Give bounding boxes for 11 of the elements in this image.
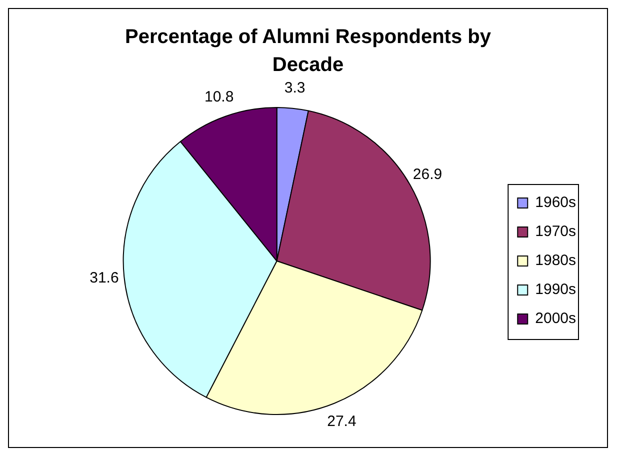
data-label: 31.6 — [90, 270, 119, 287]
data-label: 3.3 — [284, 80, 306, 97]
data-label: 27.4 — [327, 413, 356, 430]
legend-label: 1960s — [535, 194, 576, 212]
data-label: 10.8 — [204, 88, 234, 106]
data-label: 26.9 — [412, 166, 442, 184]
legend-label: 1970s — [535, 223, 576, 240]
legend-label: 1990s — [535, 281, 576, 298]
legend-label: 1980s — [535, 252, 576, 270]
chart-title: Percentage of Alumni Respondents by Decade — [124, 25, 492, 78]
legend-label: 2000s — [535, 310, 576, 328]
